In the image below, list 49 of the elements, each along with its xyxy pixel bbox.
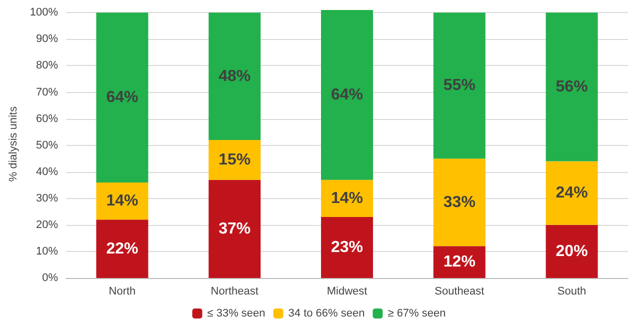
data-label: 37%: [218, 220, 251, 238]
y-tick-label: 50%: [36, 139, 58, 152]
bar: [546, 224, 598, 278]
bar: [96, 12, 148, 182]
bar: [96, 182, 148, 220]
bar: [546, 12, 598, 162]
y-tick-label: 10%: [36, 245, 58, 258]
x-tick-label: Southeast: [434, 286, 484, 298]
y-axis-title: % dialysis units: [8, 106, 20, 182]
y-tick-label: 70%: [36, 86, 58, 98]
bar: [208, 140, 261, 180]
data-label: 64%: [106, 89, 138, 106]
data-label: 14%: [106, 192, 138, 210]
bar: [321, 216, 374, 278]
data-label: 64%: [331, 86, 364, 104]
y-tick-label: 0%: [42, 272, 58, 284]
data-label: 33%: [443, 194, 476, 211]
bar: [208, 180, 261, 278]
data-label: 12%: [443, 254, 476, 271]
data-label: 14%: [331, 190, 364, 207]
data-label: 23%: [331, 238, 364, 256]
bar: [433, 158, 486, 246]
y-tick-label: 100%: [30, 6, 58, 19]
data-label: 20%: [556, 242, 588, 260]
data-label: 24%: [556, 184, 588, 202]
y-tick-label: 60%: [36, 112, 58, 125]
bar: [96, 220, 148, 278]
data-label: 56%: [556, 78, 588, 96]
legend-label: ≥ 67% seen: [388, 308, 446, 320]
data-label: 15%: [218, 151, 251, 168]
y-tick-label: 30%: [36, 192, 58, 204]
legend-label: ≤ 33% seen: [207, 308, 266, 320]
x-tick-label: Midwest: [326, 286, 368, 298]
x-tick-label: Northeast: [210, 286, 258, 298]
bar: [321, 10, 374, 180]
data-label: 48%: [218, 68, 251, 85]
y-tick-label: 40%: [36, 166, 58, 178]
data-label: 55%: [443, 77, 476, 94]
data-label: 22%: [106, 240, 138, 258]
y-tick-label: 80%: [36, 60, 58, 72]
y-tick-label: 20%: [36, 218, 58, 231]
x-tick-label: South: [557, 286, 586, 298]
bar: [433, 12, 486, 159]
legend-label: 34 to 66% seen: [288, 308, 365, 320]
bar: [208, 12, 261, 140]
bar: [321, 180, 374, 217]
x-tick-label: North: [108, 286, 136, 298]
bar: [546, 161, 598, 225]
y-tick-label: 90%: [36, 33, 58, 46]
